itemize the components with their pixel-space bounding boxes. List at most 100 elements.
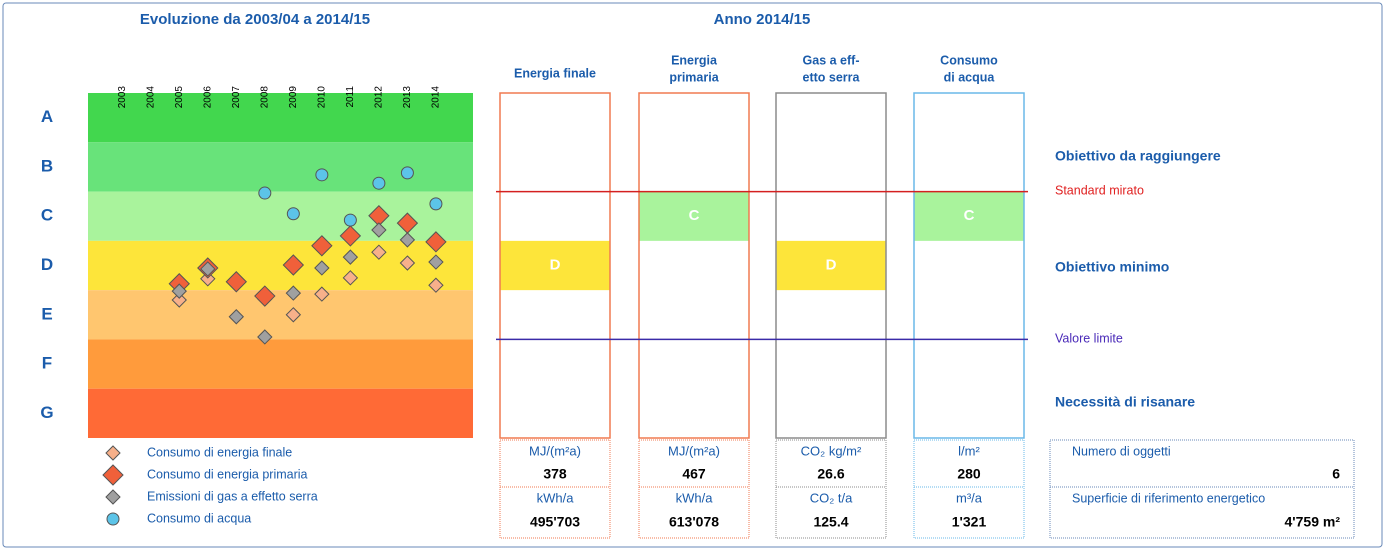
point	[371, 244, 387, 260]
column-header: di acqua	[944, 70, 996, 84]
unit-label: MJ/(m²a)	[668, 443, 720, 458]
value-label: 26.6	[817, 466, 844, 482]
rating-band	[776, 240, 886, 291]
point	[342, 249, 359, 265]
class-band	[88, 142, 473, 192]
rating-band	[639, 191, 749, 241]
point	[314, 286, 330, 302]
point	[228, 309, 245, 325]
rating-label: D	[826, 256, 837, 273]
side-label: Valore limite	[1055, 331, 1123, 345]
x-tick-label: 2008	[259, 86, 270, 109]
legend-marker	[102, 464, 124, 486]
x-tick-label: 2009	[288, 86, 299, 109]
point	[425, 231, 447, 253]
point	[343, 213, 357, 227]
rating-band	[500, 240, 610, 291]
point	[257, 329, 273, 345]
class-band	[88, 388, 473, 438]
legend-marker	[105, 445, 121, 461]
legend-label: Consumo di energia finale	[147, 445, 292, 459]
point	[171, 283, 187, 299]
class-label: F	[42, 354, 52, 373]
class-label: E	[41, 304, 52, 323]
panel-title: Anno 2014/15	[714, 11, 811, 28]
x-tick-label: 2011	[345, 86, 356, 108]
point	[315, 168, 329, 182]
column-box	[499, 92, 611, 439]
point	[258, 186, 272, 200]
legend-label: Consumo di energia primaria	[147, 467, 308, 481]
legend-marker	[106, 512, 120, 526]
summary-label: Numero di oggetti	[1072, 444, 1171, 458]
point	[399, 255, 416, 271]
legend-marker	[105, 489, 121, 505]
value-box	[499, 439, 611, 539]
x-tick-label: 2014	[431, 86, 442, 109]
legend-label: Consumo di acqua	[147, 511, 251, 525]
x-tick-label: 2007	[231, 86, 242, 109]
point	[285, 285, 302, 301]
unit-label: CO₂ kg/m²	[801, 443, 862, 458]
class-band	[88, 290, 473, 340]
point	[314, 260, 330, 276]
value-label: 1'321	[952, 514, 987, 530]
x-tick-label: 2003	[117, 86, 128, 109]
legend-label: Emissioni di gas a effetto serra	[147, 489, 318, 503]
column-header: Energia finale	[514, 66, 596, 80]
x-tick-label: 2010	[316, 86, 327, 109]
class-label: D	[41, 255, 53, 274]
summary-label: Superficie di riferimento energetico	[1072, 491, 1265, 505]
rating-label: C	[689, 207, 700, 224]
value-box	[638, 439, 750, 539]
column-header: primaria	[669, 70, 719, 84]
unit-label: kWh/a	[676, 490, 714, 505]
value-label: 378	[543, 466, 567, 482]
unit-label: MJ/(m²a)	[529, 443, 581, 458]
chart-title: Evoluzione da 2003/04 a 2014/15	[140, 11, 370, 28]
point	[311, 235, 333, 257]
point	[400, 166, 414, 180]
point	[428, 277, 444, 293]
column-header: Energia	[671, 53, 718, 67]
x-tick-label: 2005	[174, 86, 185, 109]
x-tick-label: 2004	[145, 86, 156, 109]
value-label: 467	[682, 466, 706, 482]
side-label: Obiettivo da raggiungere	[1055, 148, 1221, 164]
side-label: Necessità di risanare	[1055, 394, 1195, 410]
point	[285, 307, 302, 323]
rating-label: D	[550, 256, 561, 273]
class-band	[88, 240, 473, 291]
point	[371, 222, 387, 238]
point	[171, 292, 187, 308]
x-tick-label: 2013	[402, 86, 413, 109]
column-box	[638, 92, 750, 439]
x-tick-label: 2006	[202, 86, 213, 109]
value-box	[913, 439, 1025, 539]
point	[286, 207, 300, 221]
point	[399, 232, 416, 248]
class-label: C	[41, 206, 53, 225]
point	[200, 261, 216, 277]
column-box	[913, 92, 1025, 439]
side-label: Obiettivo minimo	[1055, 259, 1169, 275]
point	[342, 270, 359, 286]
column-box	[775, 92, 887, 439]
unit-label: l/m²	[958, 443, 980, 458]
summary-value: 4'759 m²	[1285, 514, 1341, 530]
unit-label: CO₂ t/a	[810, 490, 853, 505]
value-label: 495'703	[530, 514, 580, 530]
class-band	[88, 93, 473, 143]
side-label: Standard mirato	[1055, 183, 1144, 197]
unit-label: kWh/a	[537, 490, 575, 505]
point	[428, 254, 444, 270]
column-header: Consumo	[940, 53, 998, 67]
point	[339, 225, 362, 247]
value-label: 125.4	[813, 514, 848, 530]
point	[254, 285, 276, 307]
point	[429, 197, 443, 211]
rating-band	[914, 191, 1024, 241]
summary-value: 6	[1332, 466, 1340, 482]
point	[372, 176, 386, 190]
